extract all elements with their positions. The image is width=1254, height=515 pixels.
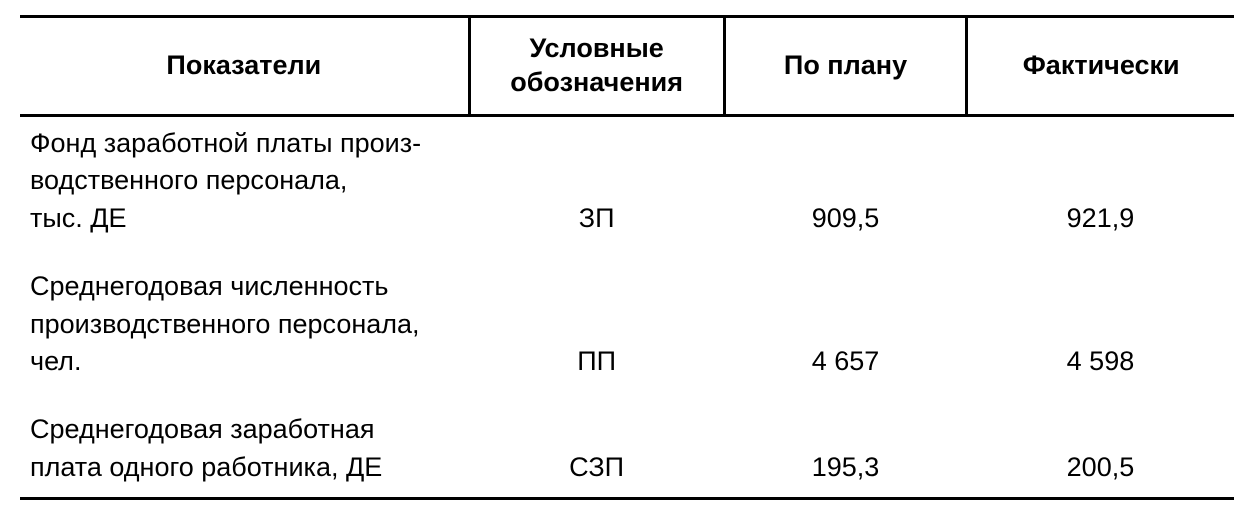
col-header-fact: Фактически (967, 17, 1234, 116)
cell-fact: 4 598 (967, 260, 1234, 403)
col-header-symbol: Условные обозначения (469, 17, 724, 116)
table-row: Среднегодовая заработнаяплата одного раб… (20, 403, 1234, 498)
table-row: Среднегодовая численностьпроизводственно… (20, 260, 1234, 403)
table-body: Фонд заработной платы произ-водственного… (20, 115, 1234, 498)
cell-fact: 921,9 (967, 115, 1234, 260)
table-header-row: Показатели Условные обозначения По плану… (20, 17, 1234, 116)
cell-indicator: Среднегодовая численностьпроизводственно… (20, 260, 469, 403)
cell-plan: 4 657 (724, 260, 967, 403)
col-header-plan: По плану (724, 17, 967, 116)
cell-indicator: Среднегодовая заработнаяплата одного раб… (20, 403, 469, 498)
indicators-table: Показатели Условные обозначения По плану… (20, 15, 1234, 500)
cell-symbol: ПП (469, 260, 724, 403)
cell-plan: 195,3 (724, 403, 967, 498)
cell-plan: 909,5 (724, 115, 967, 260)
table-row: Фонд заработной платы произ-водственного… (20, 115, 1234, 260)
cell-symbol: СЗП (469, 403, 724, 498)
col-header-indicator: Показатели (20, 17, 469, 116)
cell-fact: 200,5 (967, 403, 1234, 498)
cell-symbol: ЗП (469, 115, 724, 260)
cell-indicator: Фонд заработной платы произ-водственного… (20, 115, 469, 260)
